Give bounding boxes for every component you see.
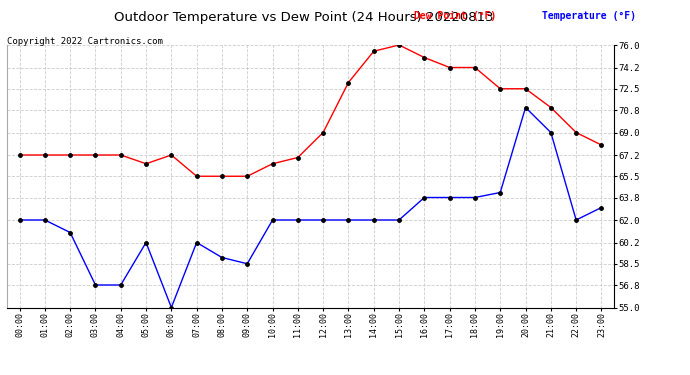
Text: Copyright 2022 Cartronics.com: Copyright 2022 Cartronics.com xyxy=(7,38,163,46)
Text: Dew Point (°F): Dew Point (°F) xyxy=(414,11,496,21)
Text: Outdoor Temperature vs Dew Point (24 Hours) 20220813: Outdoor Temperature vs Dew Point (24 Hou… xyxy=(114,11,493,24)
Text: Temperature (°F): Temperature (°F) xyxy=(542,11,635,21)
